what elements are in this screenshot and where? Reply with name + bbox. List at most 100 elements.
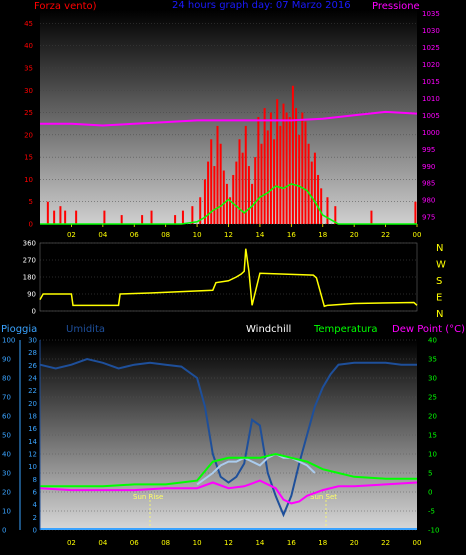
- wind-speed-bar: [263, 108, 266, 224]
- wind-speed-bar: [229, 197, 232, 224]
- wind-direction-line: [39, 248, 418, 308]
- wind-speed-bar: [241, 152, 244, 224]
- pressure-tick-label: 1015: [422, 78, 440, 86]
- temp-tick-label: 15: [428, 432, 437, 440]
- pressure-tick-label: 985: [422, 180, 435, 188]
- wind-speed-bar: [174, 215, 177, 224]
- pressure-tick-label: 1005: [422, 112, 440, 120]
- temp-tick-label: 5: [428, 470, 432, 478]
- wind-speed-bar: [304, 121, 307, 224]
- direction-tick-label: 0: [32, 308, 36, 316]
- pressure-tick-label: 995: [422, 146, 435, 154]
- wind-speed-bar: [181, 210, 184, 224]
- humidity-line: [39, 357, 417, 518]
- time-tick-label: 02: [67, 539, 76, 547]
- compass-label-s: S: [436, 276, 442, 287]
- wind-speed-bar: [307, 143, 310, 224]
- pressure-tick-label: 1035: [422, 10, 440, 18]
- humidity-tick-label: 100: [2, 337, 15, 345]
- rain-tick-label: 24: [28, 375, 37, 383]
- wind-speed-bar: [414, 201, 417, 224]
- compass-label-e: E: [436, 293, 442, 304]
- wind-tick-label: 30: [24, 87, 33, 95]
- sunset-label: Sun Set: [310, 493, 337, 501]
- rain-tick-label: 12: [28, 451, 37, 459]
- time-tick-label: 06: [130, 539, 139, 547]
- wind-tick-label: 35: [24, 64, 33, 72]
- time-tick-label: 12: [224, 539, 233, 547]
- time-tick-label: 16: [287, 539, 296, 547]
- wind-speed-bar: [320, 188, 323, 224]
- time-tick-label: 00: [413, 231, 422, 239]
- dewpoint-line: [39, 479, 418, 505]
- time-tick-label: 18: [318, 231, 327, 239]
- pressure-title: Pressione: [372, 1, 420, 12]
- rain-tick-label: 20: [28, 400, 37, 408]
- humidity-tick-label: 60: [2, 413, 11, 421]
- humidity-tick-label: 0: [2, 527, 6, 535]
- wind-speed-bar: [103, 210, 106, 224]
- temp-tick-label: 35: [428, 356, 437, 364]
- rain-tick-label: 26: [28, 362, 37, 370]
- humidity-tick-label: 80: [2, 375, 11, 383]
- wind-speed-bar: [199, 197, 202, 224]
- wind-average-line: [40, 183, 417, 225]
- wind-speed-bar: [191, 206, 194, 224]
- humidity-tick-label: 40: [2, 451, 11, 459]
- wind-speed-bar: [266, 130, 269, 224]
- wind-speed-bar: [216, 125, 219, 224]
- temp-tick-label: 20: [428, 413, 437, 421]
- wind-speed-bar: [310, 161, 313, 224]
- time-tick-label: 18: [318, 539, 327, 547]
- time-tick-label: 16: [287, 231, 296, 239]
- rain-tick-label: 18: [28, 413, 37, 421]
- wind-speed-bar: [219, 143, 222, 224]
- wind-tick-label: 15: [24, 154, 33, 162]
- wind-speed-bar: [317, 174, 320, 224]
- wind-title: Forza vento): [34, 1, 97, 12]
- pressure-tick-label: 1020: [422, 61, 440, 69]
- compass-label-w: W: [436, 260, 446, 271]
- rain-tick-label: 6: [33, 489, 38, 497]
- time-tick-label: 22: [381, 539, 390, 547]
- rain-tick-label: 10: [28, 463, 37, 471]
- humidity-tick-label: 70: [2, 394, 11, 402]
- temp-tick-label: -5: [428, 508, 435, 516]
- temp-tick-label: 25: [428, 394, 437, 402]
- wind-speed-bar: [334, 206, 337, 224]
- time-tick-label: 14: [255, 539, 264, 547]
- tick-labels: 0510152025303540459759809859909951000100…: [2, 10, 446, 547]
- direction-tick-label: 90: [27, 291, 36, 299]
- rain-tick-label: 28: [28, 349, 37, 357]
- rain-tick-label: 4: [33, 501, 38, 509]
- humidity-tick-label: 90: [2, 356, 11, 364]
- wind-speed-bar: [313, 152, 316, 224]
- wind-speed-bar: [257, 117, 260, 224]
- temp-tick-label: 0: [428, 489, 432, 497]
- time-tick-label: 20: [350, 539, 359, 547]
- humidity-tick-label: 50: [2, 432, 11, 440]
- time-tick-label: 10: [193, 539, 202, 547]
- wind-speed-bar: [295, 108, 298, 224]
- humidity-tick-label: 10: [2, 508, 11, 516]
- wind-speed-bar: [279, 125, 282, 224]
- pressure-tick-label: 980: [422, 197, 435, 205]
- wind-speed-bar: [235, 161, 238, 224]
- wind-speed-bar: [285, 112, 288, 224]
- wind-tick-label: 10: [24, 176, 33, 184]
- rain-tick-label: 8: [33, 476, 37, 484]
- temperature-title: Temperatura: [313, 324, 378, 335]
- wind-speed-bar: [203, 179, 206, 224]
- pressure-tick-label: 1010: [422, 95, 440, 103]
- wind-plot-area: [40, 10, 417, 224]
- wind-speed-bar: [141, 215, 144, 224]
- time-tick-label: 22: [381, 231, 390, 239]
- chart-marks: [39, 85, 418, 530]
- windchill-line: [196, 452, 316, 486]
- wind-tick-label: 45: [24, 20, 33, 28]
- wind-speed-bar: [207, 161, 210, 224]
- wind-speed-bar: [260, 143, 263, 224]
- wind-speed-bar: [238, 139, 241, 224]
- wind-speed-bar: [291, 85, 294, 225]
